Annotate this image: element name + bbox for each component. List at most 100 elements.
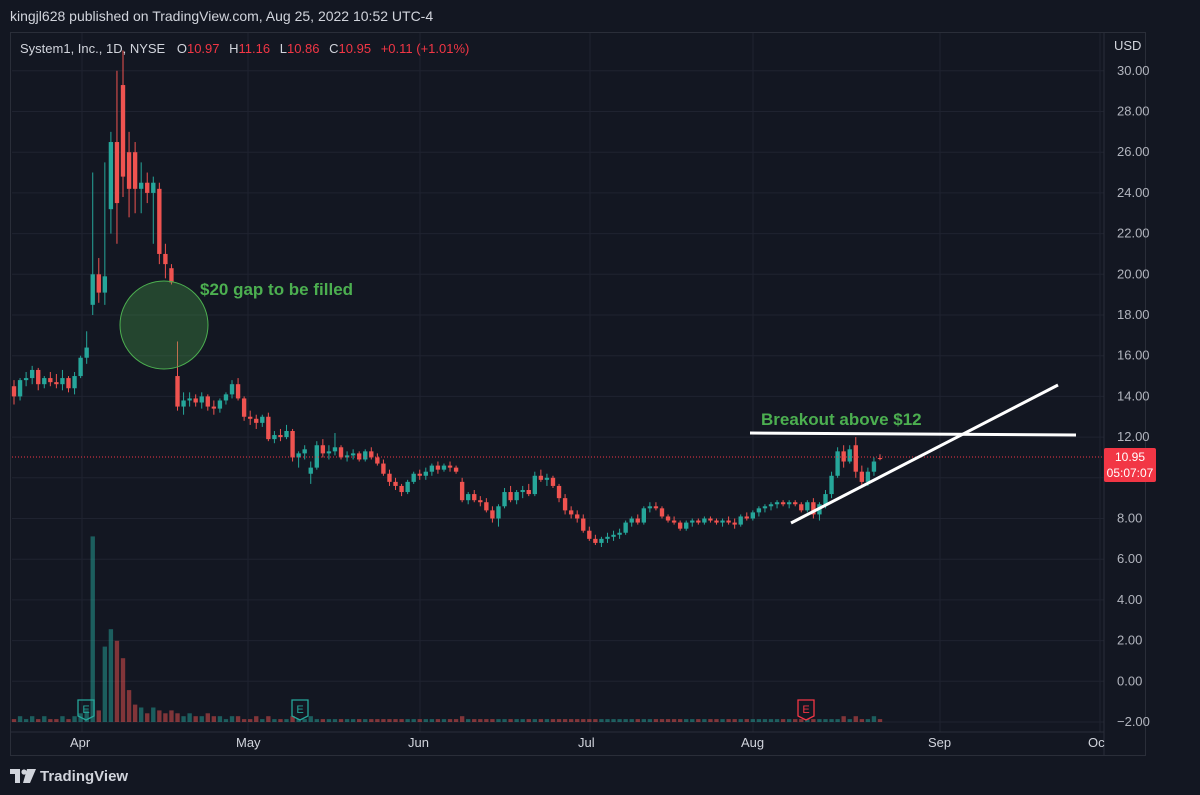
candle-body — [314, 445, 319, 468]
candle-body — [514, 492, 519, 501]
volume-bar — [720, 719, 725, 722]
volume-bar — [138, 707, 144, 722]
volume-bar — [308, 716, 313, 722]
candle-body — [223, 394, 229, 401]
tradingview-logo[interactable]: TradingView — [10, 766, 128, 786]
candle-body — [653, 506, 659, 509]
volume-bar — [248, 719, 253, 722]
symbol-legend[interactable]: System1, Inc., 1D, NYSE O10.97 H11.16 L1… — [20, 41, 475, 56]
candle-body — [169, 268, 174, 283]
volume-bar — [102, 646, 108, 722]
earnings-event-1[interactable]: E — [77, 699, 95, 721]
volume-bar — [738, 719, 743, 722]
volume-bar — [811, 719, 816, 722]
change-value: +0.11 (+1.01%) — [380, 41, 470, 56]
volume-bar — [774, 719, 780, 722]
volume-bar — [375, 719, 380, 722]
candle-body — [823, 494, 828, 505]
gap-circle — [119, 280, 209, 370]
time-tick-label: Sep — [928, 735, 951, 750]
candle-body — [774, 502, 780, 505]
open-label: O — [176, 41, 187, 56]
candle-body — [320, 445, 326, 454]
candle-body — [526, 490, 531, 495]
volume-bar — [84, 710, 89, 722]
time-tick-label: Apr — [70, 735, 91, 750]
volume-bar — [72, 716, 77, 722]
candle-body — [211, 406, 217, 409]
candle-body — [490, 510, 495, 519]
volume-bar — [211, 716, 217, 722]
volume-bar — [96, 710, 101, 722]
volume-bar — [520, 719, 525, 722]
time-tick-label: Oc — [1088, 735, 1105, 750]
candle-body — [738, 516, 743, 525]
candle-body — [381, 463, 386, 474]
volume-bar — [641, 719, 646, 722]
candle-body — [762, 506, 768, 509]
earnings-event-2[interactable]: E — [291, 699, 309, 721]
earnings-event-3[interactable]: E — [797, 699, 815, 721]
volume-bar — [793, 719, 798, 722]
candle-body — [332, 447, 338, 452]
volume-bar — [829, 719, 834, 722]
candle-body — [254, 418, 259, 423]
volume-bar — [611, 719, 616, 722]
volume-bar — [684, 719, 689, 722]
candle-body — [780, 502, 786, 505]
candle-body — [720, 520, 725, 523]
candle-body — [163, 253, 168, 265]
candle-body — [635, 518, 640, 523]
low-value: 10.86 — [286, 41, 320, 56]
volume-bar — [459, 716, 465, 722]
candle-body — [786, 502, 792, 505]
volume-bar — [732, 719, 737, 722]
volume-bar — [865, 719, 871, 722]
candle-body — [411, 473, 416, 482]
low-label: L — [279, 41, 287, 56]
candle-body — [193, 398, 198, 403]
brand-name: TradingView — [40, 767, 129, 785]
last-price-badge: 10.95 05:07:07 — [1104, 448, 1156, 482]
volume-bar — [60, 716, 65, 722]
candle-body — [302, 449, 307, 454]
volume-bar — [441, 719, 447, 722]
volume-bar — [126, 690, 132, 722]
volume-bar — [544, 719, 550, 722]
tradingview-logo-icon — [10, 769, 36, 783]
candle-body — [308, 467, 313, 474]
candle-body — [702, 518, 707, 523]
support-trendline[interactable] — [790, 383, 1059, 525]
candle-body — [405, 481, 410, 493]
volume-bar — [381, 719, 386, 722]
volume-bar — [296, 719, 301, 722]
candle-body — [472, 494, 477, 501]
volume-bar — [181, 716, 186, 722]
volume-bar — [617, 719, 622, 722]
volume-bar — [114, 640, 120, 722]
price-axis[interactable]: 30.00 28.00 26.00 24.00 22.00 20.00 18.00 16.00… — [1117, 63, 1150, 729]
volume-bar — [538, 719, 544, 722]
time-axis[interactable]: Apr May Jun Jul Aug Sep Oc — [70, 735, 1105, 750]
candle-body — [126, 152, 132, 189]
volume-bar — [393, 719, 398, 722]
candle-body — [538, 475, 544, 480]
candle-body — [435, 465, 441, 470]
volume-bar — [435, 719, 441, 722]
chart-frame[interactable] — [10, 32, 1146, 756]
resistance-line[interactable] — [749, 431, 1077, 437]
candle-body — [429, 465, 435, 472]
candle-body — [459, 481, 465, 501]
volume-bar — [314, 719, 319, 722]
volume-bar — [768, 719, 774, 722]
currency-label[interactable]: USD — [1114, 38, 1142, 53]
volume-bar — [466, 719, 471, 722]
volume-bar — [799, 719, 804, 722]
volume-bar — [575, 719, 580, 722]
price-tick-label: 30.00 — [1117, 63, 1150, 78]
volume-bar — [108, 629, 114, 722]
volume-bar — [11, 719, 17, 722]
candle-body — [829, 475, 834, 495]
volume-bar — [714, 719, 719, 722]
